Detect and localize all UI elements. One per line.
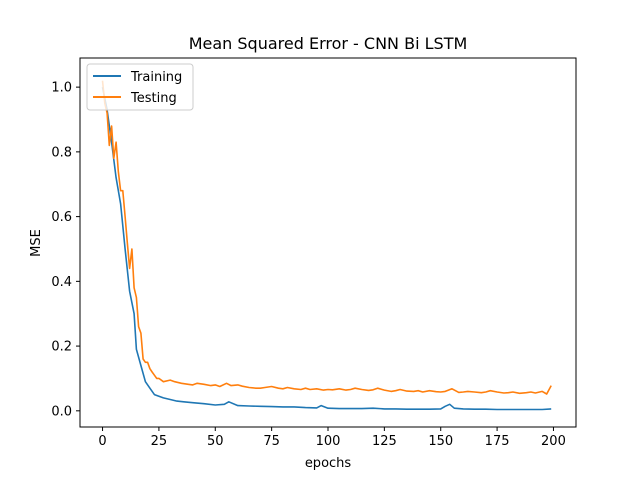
y-axis-label: MSE [29,229,44,257]
x-tick-label: 125 [372,434,397,449]
y-tick-label: 0.6 [51,210,72,225]
y-tick-label: 0.2 [51,340,72,355]
x-tick-label: 0 [98,434,106,449]
x-axis: 0 25 50 75 100 125 150 175 200 [98,427,566,449]
series-line-testing [101,80,552,395]
y-tick-label: 1.0 [51,81,72,96]
y-axis: 0.0 0.2 0.4 0.6 0.8 1.0 [51,81,80,419]
x-tick-label: 25 [151,434,168,449]
y-tick-label: 0.8 [51,145,72,160]
plot-frame [79,57,577,428]
plot-lines [101,80,552,411]
x-tick-label: 175 [485,434,510,449]
legend: Training Testing [86,63,194,111]
x-tick-label: 200 [541,434,566,449]
legend-label-training: Training [130,70,182,85]
x-tick-label: 150 [428,434,453,449]
y-tick-label: 0.4 [51,275,72,290]
legend-label-testing: Testing [130,91,177,106]
x-axis-label: epochs [305,456,352,471]
x-tick-label: 50 [207,434,224,449]
series-line-training [101,86,552,411]
chart-title: Mean Squared Error - CNN Bi LSTM [189,34,468,53]
x-tick-label: 75 [263,434,280,449]
y-tick-label: 0.0 [51,404,72,419]
x-tick-label: 100 [316,434,341,449]
